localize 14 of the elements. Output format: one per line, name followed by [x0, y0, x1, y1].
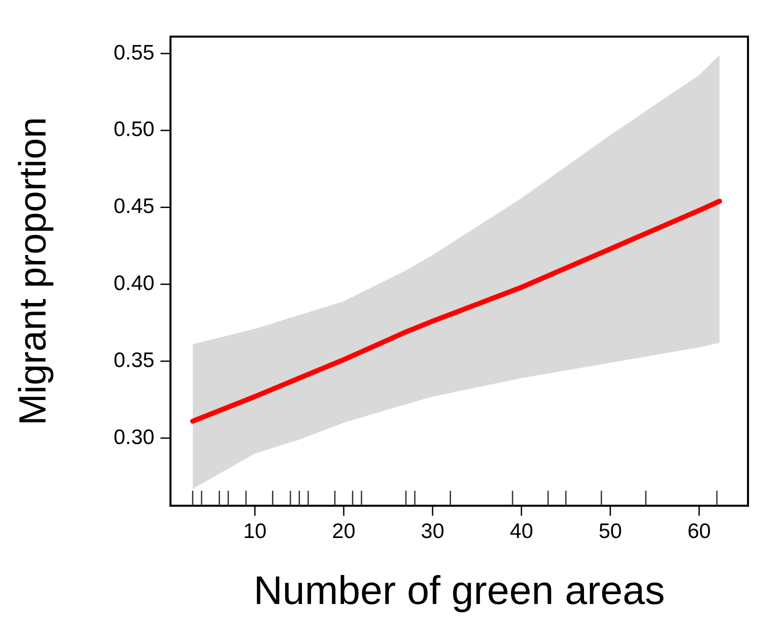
x-tick-label: 20 [332, 520, 356, 544]
x-tick-label: 10 [243, 520, 267, 544]
y-tick-label: 0.50 [114, 118, 154, 142]
x-tick-label: 60 [687, 520, 711, 544]
x-tick-label: 50 [598, 520, 622, 544]
y-tick-label: 0.30 [114, 426, 154, 449]
y-tick-label: 0.45 [114, 195, 154, 218]
y-tick-label: 0.40 [114, 272, 154, 296]
x-axis-title: Number of green areas [254, 569, 665, 614]
x-tick-label: 30 [420, 520, 444, 544]
y-tick-label: 0.35 [114, 348, 154, 372]
y-axis-title: Migrant proportion [12, 117, 54, 426]
x-tick-label: 40 [510, 520, 534, 544]
y-tick-label: 0.55 [114, 41, 154, 64]
